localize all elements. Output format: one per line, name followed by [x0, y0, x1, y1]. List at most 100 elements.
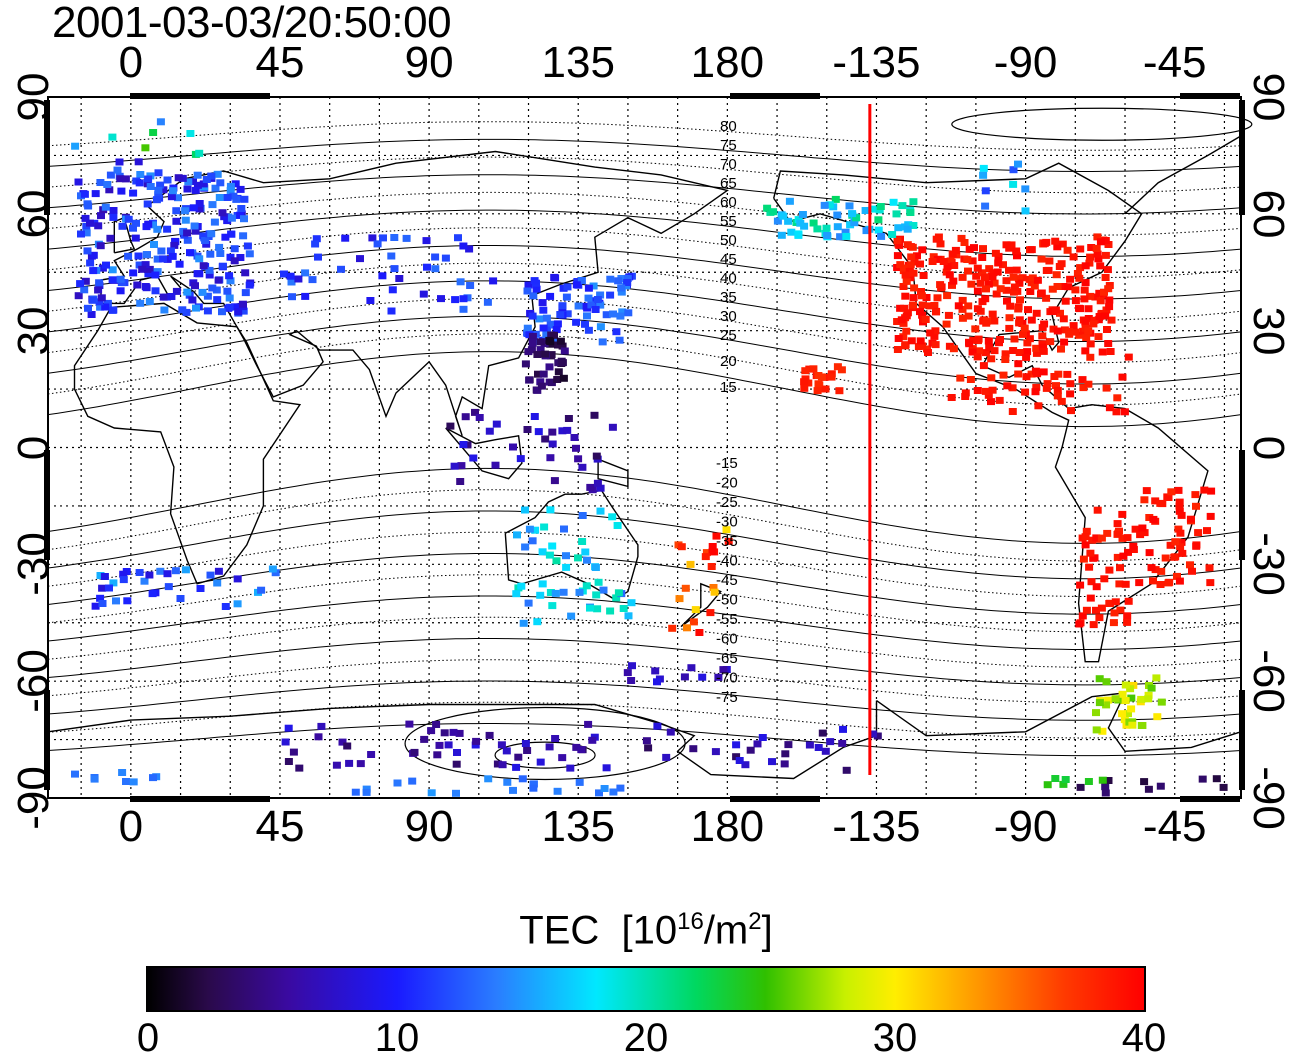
- tec-cell: [138, 265, 147, 273]
- tec-cell: [236, 185, 245, 193]
- tec-cell: [1094, 255, 1103, 263]
- tec-cell: [1102, 701, 1111, 709]
- tec-cell: [841, 228, 850, 236]
- tec-cell: [431, 253, 440, 261]
- tec-cell: [1105, 404, 1114, 412]
- tec-cell: [931, 341, 940, 349]
- tec-cell: [294, 275, 303, 283]
- tec-cell: [1219, 783, 1228, 791]
- tec-cell: [1033, 276, 1042, 284]
- contour-label: -55: [716, 611, 738, 628]
- tec-cell: [90, 775, 99, 783]
- tec-cell: [979, 245, 987, 253]
- tec-cell: [988, 273, 997, 281]
- tec-cell: [1142, 487, 1151, 495]
- tec-cell: [981, 187, 990, 195]
- tec-cell: [683, 624, 691, 632]
- tec-cell: [758, 734, 767, 741]
- tec-cell: [902, 277, 911, 285]
- tec-cell: [1021, 207, 1030, 215]
- tec-cell: [351, 788, 360, 796]
- tec-cell: [564, 415, 573, 422]
- tec-cell: [216, 250, 225, 257]
- tec-cell: [106, 234, 115, 242]
- frame-tick: [730, 796, 820, 802]
- tec-cell: [1034, 402, 1043, 410]
- tec-cell: [958, 273, 967, 281]
- tec-cell: [558, 302, 567, 310]
- tec-cell: [1079, 555, 1088, 563]
- tec-cell: [1048, 285, 1057, 293]
- tec-cell: [874, 216, 883, 224]
- contour-line: [47, 315, 1242, 385]
- axis-tick-label: -135: [832, 802, 921, 851]
- tec-cell: [226, 182, 235, 190]
- tec-cell: [129, 778, 138, 786]
- tec-cell: [356, 255, 364, 263]
- contour-labels: 80 75 70 65 60 55 50 45 40 35 30 25 20 15 -15 -20 -25 -30…: [716, 118, 738, 706]
- tec-cell: [160, 306, 169, 314]
- tec-cell: [1022, 353, 1031, 361]
- tec-cell: [115, 158, 124, 166]
- tec-cell: [189, 178, 197, 185]
- tec-cell: [164, 583, 173, 591]
- tec-cell: [820, 201, 829, 209]
- tec-cell: [1082, 334, 1091, 342]
- tec-cell: [1175, 507, 1184, 515]
- tec-cell: [894, 224, 903, 232]
- tec-cell: [1076, 245, 1085, 253]
- tec-cell: [387, 307, 396, 315]
- tec-cell: [317, 722, 326, 730]
- tec-cell: [592, 591, 601, 599]
- axis-tick-label: 30: [9, 306, 58, 356]
- frame-tick: [130, 796, 270, 802]
- tec-cell: [1081, 541, 1090, 549]
- tec-cell: [1020, 324, 1029, 332]
- tec-cell: [1050, 373, 1059, 380]
- tec-cell: [903, 241, 912, 249]
- tec-cell: [547, 351, 556, 359]
- tec-cell: [211, 184, 220, 192]
- tec-cell: [777, 231, 786, 239]
- tec-cell: [578, 538, 587, 545]
- tec-cell: [578, 463, 587, 471]
- tec-cell: [393, 779, 402, 787]
- tec-cell: [1051, 237, 1060, 245]
- tec-cell: [1078, 612, 1087, 620]
- axis-tick-label: -90: [9, 766, 58, 830]
- tec-cell: [1104, 241, 1113, 248]
- tec-cell: [588, 736, 597, 744]
- tec-cell: [653, 722, 662, 730]
- tec-cell: [609, 788, 618, 796]
- tec-cell: [1056, 309, 1064, 317]
- contour-line: [47, 156, 1242, 194]
- tec-cell: [532, 285, 541, 293]
- tec-cell: [994, 259, 1003, 267]
- tec-cell: [1081, 279, 1090, 287]
- tec-cell: [781, 750, 790, 758]
- tec-cell: [1064, 283, 1073, 291]
- tec-cell: [800, 378, 809, 386]
- tec-cell: [271, 569, 280, 577]
- tec-cell: [572, 444, 580, 452]
- tec-cell: [1086, 353, 1095, 361]
- tec-cell: [1027, 316, 1036, 324]
- tec-cell: [1012, 247, 1021, 255]
- tec-cell: [989, 269, 998, 277]
- tec-cell: [96, 572, 105, 579]
- tec-cell: [135, 179, 144, 187]
- contour-line: [47, 297, 1242, 364]
- axis-tick-label: 45: [255, 802, 305, 851]
- tec-cell: [545, 743, 554, 751]
- tec-cell: [108, 266, 117, 274]
- tec-cell: [556, 311, 565, 318]
- tec-cell: [465, 245, 474, 253]
- tec-cell: [593, 479, 602, 487]
- tec-cell: [1177, 511, 1186, 519]
- tec-cell: [1023, 339, 1032, 347]
- tec-cell: [918, 246, 927, 254]
- tec-cell: [546, 589, 555, 596]
- tec-cell: [453, 749, 461, 756]
- tec-cell: [225, 294, 234, 302]
- contour-label: -40: [716, 553, 738, 570]
